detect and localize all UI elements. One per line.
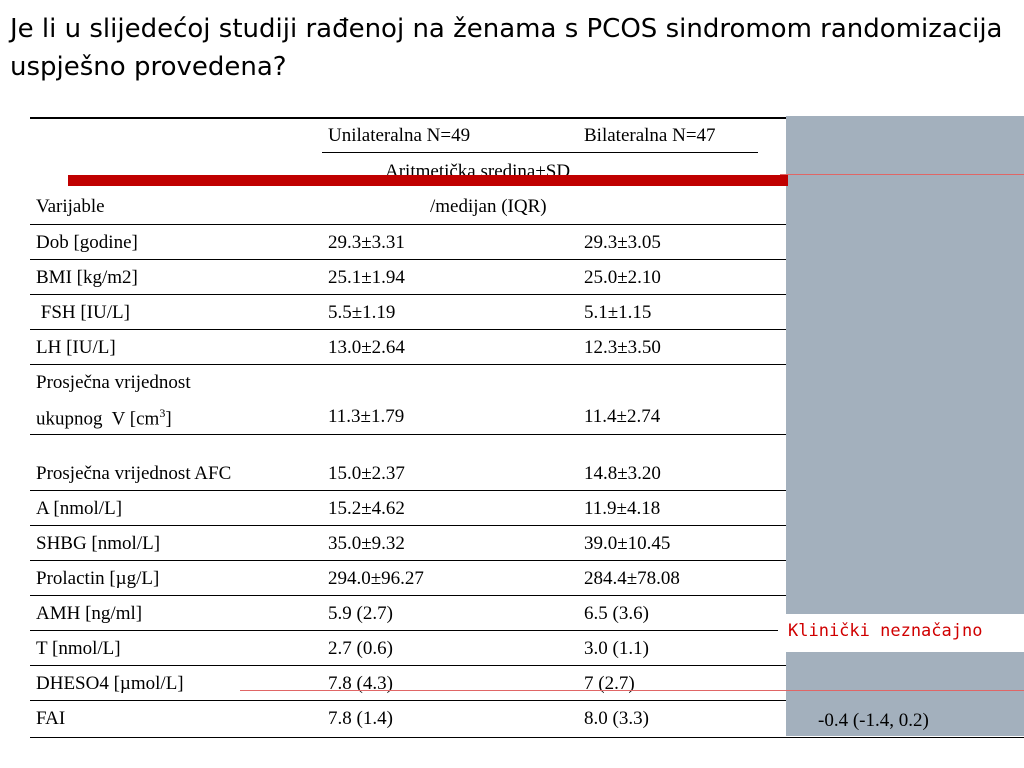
row-bi: 8.0 (3.3) — [584, 708, 649, 729]
row-bi: 29.3±3.05 — [584, 232, 661, 253]
row-uni: 15.0±2.37 — [328, 463, 405, 484]
header-variables: Varijable — [36, 196, 105, 217]
row-bi: 5.1±1.15 — [584, 302, 652, 323]
row-divider — [30, 630, 1024, 631]
clinical-note: Klinički neznačajno — [788, 621, 983, 641]
row-uni: 15.2±4.62 — [328, 498, 405, 519]
row-var: Prosječna vrijednost AFC — [36, 463, 232, 484]
red-highlight-bar — [68, 175, 788, 186]
row-bi: 14.8±3.20 — [584, 463, 661, 484]
row-uni: 2.7 (0.6) — [328, 638, 393, 659]
row-divider — [30, 595, 1024, 596]
row-divider — [30, 700, 1024, 701]
fai-extra-value: -0.4 (-1.4, 0.2) — [818, 710, 929, 731]
row-uni: 5.5±1.19 — [328, 302, 396, 323]
clinical-note-box: Klinički neznačajno — [778, 614, 1024, 652]
row-uni: 7.8 (4.3) — [328, 673, 393, 694]
row-var: FAI — [36, 708, 66, 729]
row-var: T [nmol/L] — [36, 638, 121, 659]
header-median-iqr: /medijan (IQR) — [430, 196, 547, 217]
row-var: AMH [ng/ml] — [36, 603, 143, 624]
row-bi: 6.5 (3.6) — [584, 603, 649, 624]
header-bilateral: Bilateralna N=47 — [584, 125, 716, 146]
row-bi: 25.0±2.10 — [584, 267, 661, 288]
row-divider — [30, 364, 1024, 365]
row-var: FSH [IU/L] — [36, 302, 130, 323]
row-divider — [30, 294, 1024, 295]
row-var: Prolactin [µg/L] — [36, 568, 160, 589]
row-bi: 3.0 (1.1) — [584, 638, 649, 659]
row-divider — [30, 525, 1024, 526]
row-divider — [30, 490, 1024, 491]
row-var: DHESO4 [µmol/L] — [36, 673, 184, 694]
row-uni: 35.0±9.32 — [328, 533, 405, 554]
row-divider — [30, 665, 1024, 666]
row-divider — [30, 560, 1024, 561]
row-var: Dob [godine] — [36, 232, 138, 253]
row-bi: 11.4±2.74 — [584, 406, 661, 427]
red-thin-line — [240, 690, 1024, 691]
row-uni: 13.0±2.64 — [328, 337, 405, 358]
row-bi: 7 (2.7) — [584, 673, 635, 694]
row-var: A [nmol/L] — [36, 498, 123, 519]
row-divider — [30, 259, 1024, 260]
row-uni: 25.1±1.94 — [328, 267, 405, 288]
row-var-line2: ukupnog V [cm3] — [36, 406, 172, 430]
row-divider — [30, 329, 1024, 330]
row-bi: 11.9±4.18 — [584, 498, 661, 519]
row-var-line1: Prosječna vrijednost — [36, 372, 191, 393]
row-divider — [30, 434, 1024, 435]
row-uni: 7.8 (1.4) — [328, 708, 393, 729]
table-top-rule — [30, 117, 1024, 119]
row-bi: 39.0±10.45 — [584, 533, 671, 554]
row-uni: 5.9 (2.7) — [328, 603, 393, 624]
row-uni: 11.3±1.79 — [328, 406, 405, 427]
red-thin-line — [780, 174, 1024, 175]
row-var-line2-text: ukupnog V [cm — [36, 408, 160, 430]
row-var-end: ] — [165, 408, 172, 430]
row-bi: 284.4±78.08 — [584, 568, 680, 589]
row-var: SHBG [nmol/L] — [36, 533, 161, 554]
header-unilateral: Unilateralna N=49 — [328, 125, 471, 146]
header-bottom-rule — [30, 224, 1024, 225]
row-bi: 12.3±3.50 — [584, 337, 661, 358]
row-var: BMI [kg/m2] — [36, 267, 138, 288]
slide-title: Je li u slijedećoj studiji rađenoj na že… — [10, 14, 1003, 82]
header-underline — [322, 152, 758, 153]
row-var: LH [IU/L] — [36, 337, 116, 358]
row-uni: 294.0±96.27 — [328, 568, 424, 589]
table-bottom-rule — [30, 737, 1024, 738]
row-var-sup: 3 — [159, 406, 166, 420]
row-uni: 29.3±3.31 — [328, 232, 405, 253]
